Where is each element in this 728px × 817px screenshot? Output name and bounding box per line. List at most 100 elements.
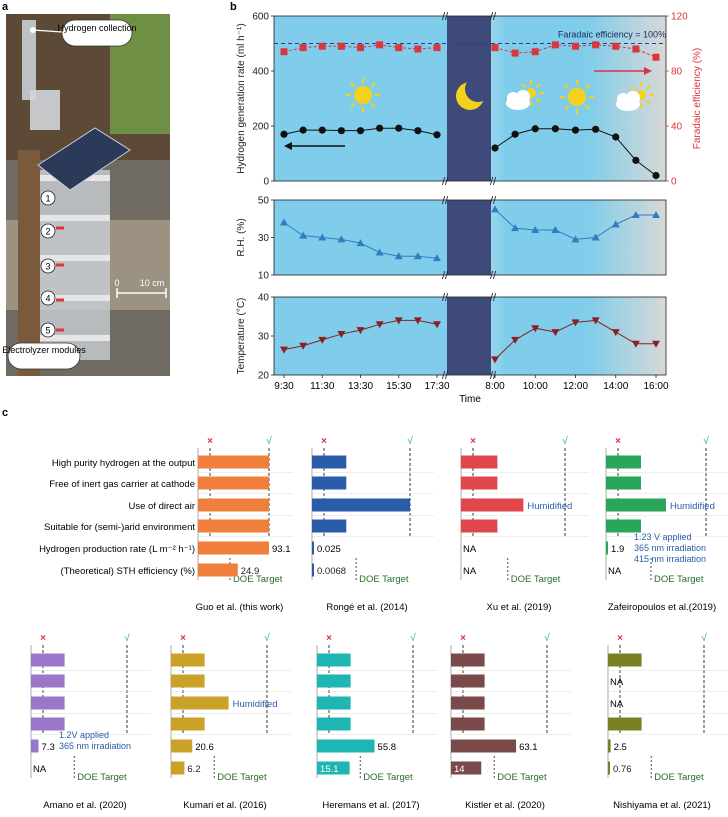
data-point	[572, 42, 579, 50]
check-mark: √	[266, 435, 272, 447]
doe-target-label: DOE Target	[497, 772, 547, 783]
photo-illustration	[6, 14, 170, 376]
x-tick-label: 16:00	[643, 381, 668, 392]
rate-label: 93.1	[272, 544, 291, 555]
doe-target-label: DOE Target	[359, 574, 409, 585]
moon-shadow	[465, 76, 491, 102]
axis-break-mark: //	[490, 270, 497, 282]
axis-break-mark: //	[442, 195, 449, 207]
qualitative-bar	[312, 455, 347, 469]
check-mark: √	[544, 632, 550, 644]
data-point	[375, 248, 384, 256]
qualitative-bar	[461, 455, 498, 469]
data-point	[356, 239, 365, 247]
sun-ray	[521, 83, 527, 89]
data-point	[318, 336, 327, 344]
data-point	[652, 211, 660, 218]
check-mark: √	[410, 632, 416, 644]
doe-target-label: DOE Target	[77, 772, 127, 783]
qualitative-bar	[317, 696, 351, 710]
study-name: Heremans et al. (2017)	[322, 800, 419, 811]
rate-label: 7.3	[42, 742, 55, 753]
y-tick-label: 40	[671, 122, 683, 133]
sun-ray	[535, 83, 541, 89]
data-point	[414, 127, 422, 135]
note-label: Humidified	[527, 501, 572, 512]
cloud-part	[507, 92, 519, 104]
data-point	[394, 317, 403, 325]
cross-mark: ×	[615, 436, 621, 447]
data-point	[280, 48, 288, 56]
sth-bar	[198, 563, 238, 577]
sun-ray	[350, 82, 356, 88]
sun-icon	[346, 78, 380, 112]
qualitative-bar	[198, 476, 269, 490]
data-point	[652, 340, 660, 348]
module-number-circle	[40, 322, 56, 338]
qualitative-bar	[317, 717, 351, 731]
sun-icon	[560, 80, 594, 114]
doe-target-label: DOE Target	[217, 772, 267, 783]
sth-bar	[317, 761, 350, 775]
data-point	[611, 329, 620, 337]
sth-bar	[171, 761, 185, 775]
qualitative-bar	[312, 498, 410, 512]
data-point	[395, 124, 403, 132]
qualitative-bar	[312, 476, 347, 490]
sth-label: 14	[454, 764, 465, 775]
sun-disc	[354, 86, 372, 104]
panel-a: a Hydrogen collection	[2, 1, 170, 376]
scale-bar: 0 10 cm	[114, 278, 167, 298]
callout-electrolyzer-modules: Electrolyzer modules	[2, 342, 86, 370]
qualitative-bar	[198, 498, 269, 512]
data-point	[511, 130, 519, 138]
data-point	[356, 327, 365, 335]
panel-c: c High purity hydrogen at the output Free…	[2, 407, 728, 811]
callout-text-1: Hydrogen collection	[57, 23, 136, 33]
qualitative-bar	[606, 519, 641, 533]
check-mark: √	[562, 435, 568, 447]
plot-frame	[273, 15, 667, 182]
sth-label: 0.0068	[317, 566, 346, 577]
data-point	[631, 211, 640, 218]
data-point	[414, 45, 422, 53]
row-label: Hydrogen production rate (L m⁻² h⁻¹)	[39, 544, 195, 555]
qualitative-bar	[461, 498, 524, 512]
data-point	[337, 127, 345, 135]
sun-ray	[535, 97, 541, 103]
y-tick-label: 80	[671, 67, 683, 78]
qualitative-bar	[451, 717, 485, 731]
rate-bar	[608, 739, 611, 753]
data-point	[280, 346, 288, 354]
data-point	[375, 321, 384, 329]
axis-break-mark: //	[490, 370, 497, 382]
study-name: Nishiyama et al. (2021)	[613, 800, 711, 811]
data-point	[318, 126, 326, 134]
qualitative-bar	[171, 674, 205, 688]
x-tick-label: 11:30	[310, 381, 335, 392]
na-label: NA	[610, 699, 624, 710]
data-point	[299, 231, 308, 239]
module-number-circle	[40, 190, 56, 206]
sun-ray	[631, 85, 637, 91]
data-point	[591, 233, 600, 241]
study-name: Zafeiropoulos et al.(2019)	[608, 602, 716, 613]
rate-bar	[312, 541, 314, 555]
data-point	[612, 42, 620, 50]
module-number: 5	[45, 326, 50, 336]
moon-icon	[456, 76, 491, 110]
rate-bar	[606, 541, 609, 555]
qualitative-bar	[312, 519, 347, 533]
data-point	[413, 252, 422, 260]
sth-label: 6.2	[187, 764, 200, 775]
arrow-left-head	[284, 142, 292, 150]
cross-mark: ×	[207, 436, 213, 447]
row-label: Use of direct air	[128, 501, 195, 512]
axis-break-mark: //	[490, 11, 497, 23]
y-axis-label: R.H. (%)	[236, 218, 247, 256]
data-point	[357, 44, 364, 52]
sun-ray	[584, 84, 590, 90]
